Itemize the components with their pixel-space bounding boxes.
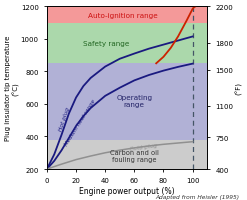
Text: Operating
range: Operating range	[116, 95, 152, 108]
Text: Safety range: Safety range	[83, 41, 130, 47]
Y-axis label: (°F): (°F)	[235, 82, 242, 95]
Y-axis label: Plug insulator tip temperature
(°C): Plug insulator tip temperature (°C)	[5, 36, 19, 141]
Text: Hot plug: Hot plug	[58, 106, 71, 132]
Text: Medium heat range: Medium heat range	[64, 98, 97, 146]
Text: Auto-ignition range: Auto-ignition range	[88, 13, 158, 19]
X-axis label: Engine power output (%): Engine power output (%)	[79, 186, 175, 195]
Text: Cold plug: Cold plug	[129, 142, 157, 151]
Text: Carbon and oil
fouling range: Carbon and oil fouling range	[110, 149, 159, 162]
Text: Adapted from Heisler (1995): Adapted from Heisler (1995)	[156, 194, 240, 199]
